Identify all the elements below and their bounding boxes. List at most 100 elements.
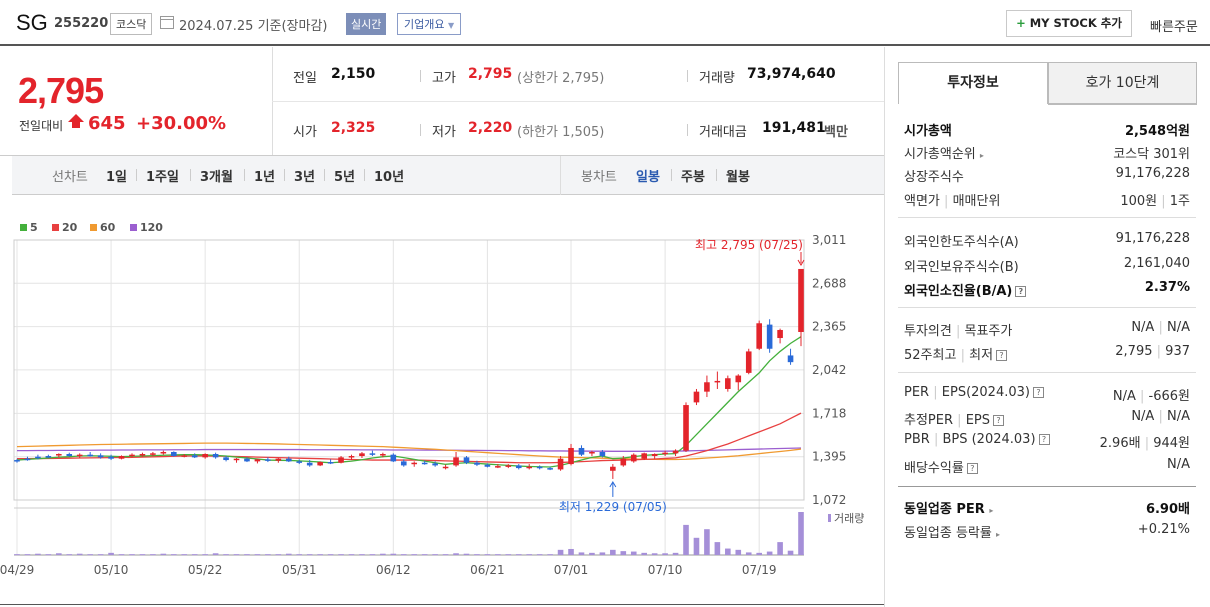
volume-bar bbox=[725, 548, 731, 555]
info-key-text: BPS (2024.03) bbox=[942, 432, 1036, 447]
candle-body bbox=[202, 454, 208, 458]
corp-info-dropdown[interactable]: 기업개요 ▼ bbox=[397, 13, 462, 35]
info-key-text: EPS bbox=[965, 413, 990, 428]
period-daily[interactable]: 일봉 bbox=[636, 170, 660, 185]
candle-body bbox=[411, 462, 418, 465]
info-value-text: N/A bbox=[1131, 409, 1155, 424]
candle-body bbox=[620, 458, 627, 466]
help-icon[interactable]: ? bbox=[1032, 387, 1044, 398]
candle-body bbox=[380, 454, 386, 456]
volume-bar bbox=[672, 552, 679, 555]
candle-body bbox=[14, 460, 20, 462]
info-key-text: 추정PER bbox=[904, 413, 954, 428]
period-weekly[interactable]: 주봉 bbox=[681, 170, 705, 185]
period-5y[interactable]: 5년 bbox=[334, 170, 356, 185]
low-value: 2,220 bbox=[468, 120, 513, 136]
x-tick-label: 05/10 bbox=[94, 563, 129, 577]
ma-line-ma5 bbox=[16, 336, 802, 468]
quick-order-link[interactable]: 빠른주문 bbox=[1150, 20, 1198, 35]
info-est-per: 추정PER | EPS? N/A | N/A bbox=[904, 409, 1190, 431]
candle-body bbox=[495, 466, 501, 468]
volume-bar bbox=[327, 554, 334, 556]
info-key-text: 투자의견 bbox=[904, 324, 952, 339]
info-key: 액면가 | 매매단위 bbox=[904, 194, 1001, 209]
info-per: PER | EPS(2024.03)? N/A | -666원 bbox=[904, 385, 1190, 407]
mystock-add-button[interactable]: + MY STOCK 추가 bbox=[1006, 10, 1132, 37]
help-icon[interactable]: ? bbox=[993, 415, 1004, 426]
help-icon[interactable]: ? bbox=[996, 350, 1008, 361]
candle-body bbox=[181, 455, 188, 457]
x-tick-label: 04/29 bbox=[0, 563, 34, 577]
realtime-button[interactable]: 실시간 bbox=[346, 13, 387, 35]
info-key-text: 매매단위 bbox=[952, 194, 1001, 209]
volume-value: 73,974,640 bbox=[747, 66, 836, 82]
legend-ma60: 60 bbox=[90, 221, 115, 234]
candle-body bbox=[191, 455, 198, 458]
volume-bar bbox=[244, 554, 250, 556]
volume-bar bbox=[683, 524, 689, 555]
info-market-cap-rank[interactable]: 시가총액순위 ▸ 코스닥 301위 bbox=[904, 143, 1190, 165]
volume-bar bbox=[693, 537, 700, 555]
period-3y[interactable]: 3년 bbox=[294, 170, 316, 185]
candle-body bbox=[317, 462, 323, 466]
info-sector-rate[interactable]: 동일업종 등락률 ▸ +0.21% bbox=[904, 522, 1190, 544]
period-3m[interactable]: 3개월 bbox=[200, 170, 233, 185]
volume-bar bbox=[24, 554, 31, 556]
x-tick-label: 05/22 bbox=[188, 563, 223, 577]
info-key-text: PBR bbox=[904, 432, 930, 447]
info-value: N/A | N/A bbox=[1131, 409, 1190, 424]
divider bbox=[272, 101, 884, 102]
candle-body bbox=[118, 456, 125, 459]
volume-bar bbox=[306, 554, 313, 556]
info-key: 투자의견 | 목표주가 bbox=[904, 324, 1013, 339]
period-10y[interactable]: 10년 bbox=[374, 170, 405, 185]
period-monthly[interactable]: 월봉 bbox=[726, 170, 750, 185]
period-1d[interactable]: 1일 bbox=[106, 170, 128, 185]
volume-bar bbox=[285, 553, 292, 555]
candle-body bbox=[45, 456, 52, 458]
min-price-note: 최저 1,229 (07/05) bbox=[559, 500, 667, 514]
candle-body bbox=[662, 452, 668, 455]
y-tick-label: 1,395 bbox=[812, 450, 846, 464]
info-key-text: 외국인소진율(B/A) bbox=[904, 284, 1013, 299]
stock-header: SG 255220 코스닥 2024.07.25 기준(장마감) 실시간 기업개… bbox=[0, 0, 1210, 46]
candle-body bbox=[641, 453, 647, 459]
candle-body bbox=[735, 375, 742, 383]
divider bbox=[560, 156, 561, 195]
price-chart[interactable]: 3,011 2,688 2,365 2,042 1,718 1,395 1,072 04/29… bbox=[0, 230, 884, 590]
volume-bar bbox=[66, 554, 73, 556]
volume-bar bbox=[610, 549, 616, 555]
info-value: 2,548억원 bbox=[1124, 124, 1190, 139]
amount-unit: 백만 bbox=[824, 125, 848, 140]
volume-bar bbox=[557, 549, 564, 555]
tab-invest-info[interactable]: 투자정보 bbox=[898, 62, 1048, 104]
info-sector-per[interactable]: 동일업종 PER ▸ 6.90배 bbox=[904, 498, 1190, 520]
info-value: 100원 | 1주 bbox=[1120, 194, 1190, 209]
candle-body bbox=[474, 462, 480, 465]
help-icon[interactable]: ? bbox=[1038, 434, 1050, 445]
max-price-note: 최고 2,795 (07/25) bbox=[695, 238, 803, 252]
info-key-text: 목표주가 bbox=[964, 324, 1013, 339]
candle-body bbox=[432, 463, 438, 466]
help-icon[interactable]: ? bbox=[1015, 286, 1027, 297]
info-value-text: 100원 bbox=[1120, 194, 1158, 209]
legend-swatch bbox=[90, 224, 97, 231]
info-value-text: 2,795 bbox=[1115, 344, 1153, 359]
tab-hoga[interactable]: 호가 10단계 bbox=[1048, 62, 1197, 104]
info-value-text: -666원 bbox=[1148, 389, 1190, 404]
legend-swatch bbox=[130, 224, 137, 231]
up-arrow-icon bbox=[68, 114, 84, 128]
base-date: 2024.07.25 기준(장마감) bbox=[179, 19, 328, 34]
stock-code: 255220 bbox=[54, 16, 109, 31]
volume-bar bbox=[35, 553, 41, 555]
candle-body bbox=[66, 454, 73, 457]
volume-bar bbox=[275, 554, 282, 556]
volume-bar bbox=[45, 554, 52, 556]
info-key-text: 최저 bbox=[969, 348, 994, 363]
help-icon[interactable]: ? bbox=[966, 463, 978, 474]
x-tick-label: 05/31 bbox=[282, 563, 317, 577]
period-1w[interactable]: 1주일 bbox=[146, 170, 179, 185]
period-bar: 선차트 1일 1주일 3개월 1년 3년 5년 10년 봉차트 일봉 주봉 월봉 bbox=[12, 156, 884, 195]
x-tick-label: 06/12 bbox=[376, 563, 411, 577]
period-1y[interactable]: 1년 bbox=[254, 170, 276, 185]
